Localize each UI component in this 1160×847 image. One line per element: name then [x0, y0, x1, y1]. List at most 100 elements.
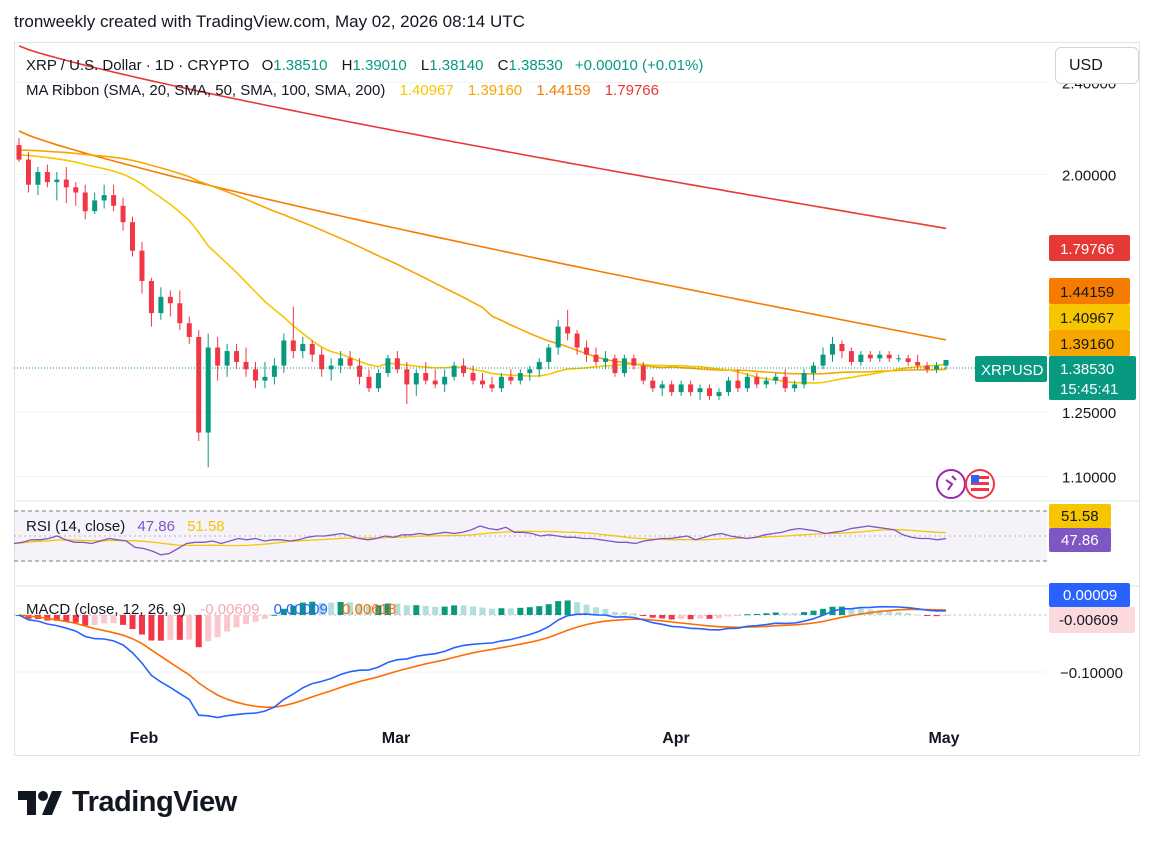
macd-hist-bar — [801, 612, 808, 615]
macd-hist-bar — [602, 609, 609, 615]
candle — [877, 351, 883, 362]
macd-hist-bar — [479, 607, 486, 615]
macd-hist-bar — [328, 602, 335, 615]
macd-hist-bar — [488, 608, 495, 615]
tradingview-logo[interactable]: TradingView — [16, 786, 237, 819]
macd-hist-bar — [280, 608, 287, 615]
rsi-line — [13, 525, 947, 556]
candle — [338, 351, 344, 374]
macd-hist-bar — [403, 605, 410, 615]
candle — [451, 361, 457, 381]
macd-hist-bar — [782, 613, 789, 615]
macd-hist-bar — [271, 614, 278, 616]
candle — [565, 309, 571, 341]
candle — [461, 358, 467, 377]
time-axis[interactable]: Feb Mar Apr May — [130, 730, 960, 747]
candle — [25, 152, 31, 193]
candle — [801, 369, 807, 389]
macd-hist-bar — [138, 615, 145, 635]
candle — [35, 167, 41, 196]
candle — [252, 361, 258, 389]
macd-hist-bar — [583, 604, 590, 615]
candle — [404, 361, 410, 404]
ma-line-sma200 — [18, 45, 947, 230]
candle — [82, 184, 88, 220]
events-icon[interactable] — [936, 469, 995, 499]
time-tick-label: May — [928, 730, 959, 747]
candle — [300, 336, 306, 359]
candle — [328, 358, 334, 381]
macd-hist-bar — [72, 615, 79, 623]
macd-hist-bar — [545, 604, 552, 615]
candle — [205, 333, 211, 468]
symbol-legend: XRP / U.S. Dollar · 1D · CRYPTO O1.38510… — [26, 57, 703, 74]
candle — [678, 380, 684, 397]
candle — [111, 184, 117, 212]
candle — [688, 380, 694, 397]
candle — [886, 351, 892, 362]
candle — [120, 197, 126, 231]
tradingview-logo-icon — [18, 790, 62, 815]
ma-line-sma20 — [18, 153, 947, 384]
candle — [707, 384, 713, 400]
macd-hist-bar — [195, 615, 202, 648]
macd-hist-bar — [886, 611, 893, 615]
candle — [659, 380, 665, 397]
macd-hist-bar — [224, 615, 231, 632]
ma-ribbon — [18, 45, 947, 384]
macd-line — [18, 605, 947, 719]
rsi-ma-line — [13, 529, 947, 547]
candle — [413, 369, 419, 397]
macd-hist-bar — [214, 615, 221, 638]
candle — [650, 376, 656, 393]
macd-hist-bar — [564, 600, 571, 615]
macd-hist-bar — [441, 606, 448, 615]
macd-hist-bar — [63, 615, 70, 622]
candle — [924, 361, 930, 374]
macd-legend: MACD (close, 12, 26, 9) -0.00609 0.00009… — [26, 601, 396, 618]
macd-axis-label: −0.10000 — [1060, 665, 1123, 682]
macd-hist-bar — [120, 615, 127, 625]
currency-button[interactable]: USD — [1055, 47, 1139, 84]
macd-hist-bar — [365, 605, 372, 615]
macd-hist-bar — [337, 602, 344, 615]
candle — [621, 354, 627, 377]
chart-header: tronweekly created with TradingView.com,… — [14, 12, 525, 31]
macd-hist-bar — [820, 608, 827, 615]
macd-hist-bar — [744, 614, 751, 616]
rsi-legend: RSI (14, close) 47.86 51.58 — [26, 518, 225, 535]
ma-line-sma100 — [18, 130, 947, 341]
macd-hist-bar — [536, 606, 543, 615]
macd-hist-bar — [290, 605, 297, 615]
candle — [196, 330, 202, 442]
macd-hist-bar — [753, 613, 760, 615]
macd-hist-bar — [659, 615, 666, 619]
macd-hist-bar — [593, 607, 600, 615]
candle — [262, 361, 268, 389]
candle — [281, 333, 287, 374]
macd-hist-bar — [299, 602, 306, 615]
candle — [716, 388, 722, 400]
rsi-badge-value: 47.86 — [1061, 532, 1099, 549]
macd-hist-bar — [526, 607, 533, 615]
badge-sma100: 1.44159 — [1060, 284, 1114, 301]
candle — [44, 164, 50, 188]
macd-hist-bar — [924, 615, 931, 616]
candle — [735, 369, 741, 393]
candle — [555, 319, 561, 355]
macd-hist-bar — [167, 615, 174, 640]
candle — [669, 380, 675, 397]
price-badges: 1.79766 1.44159 1.40967 1.39160 XRPUSD 1… — [975, 235, 1136, 400]
macd-hist-bar — [791, 613, 798, 615]
time-tick-label: Mar — [382, 730, 410, 747]
macd-hist-bar — [157, 615, 164, 641]
macd-hist-bar — [611, 611, 618, 615]
time-tick-label: Apr — [662, 730, 690, 747]
macd-badge-value: 0.00009 — [1063, 587, 1117, 604]
macd-hist-bar — [555, 601, 562, 615]
macd-hist-bar — [451, 605, 458, 615]
macd-hist-bar — [630, 613, 637, 615]
price-tick-label: 1.10000 — [1062, 470, 1116, 487]
candle — [271, 358, 277, 385]
